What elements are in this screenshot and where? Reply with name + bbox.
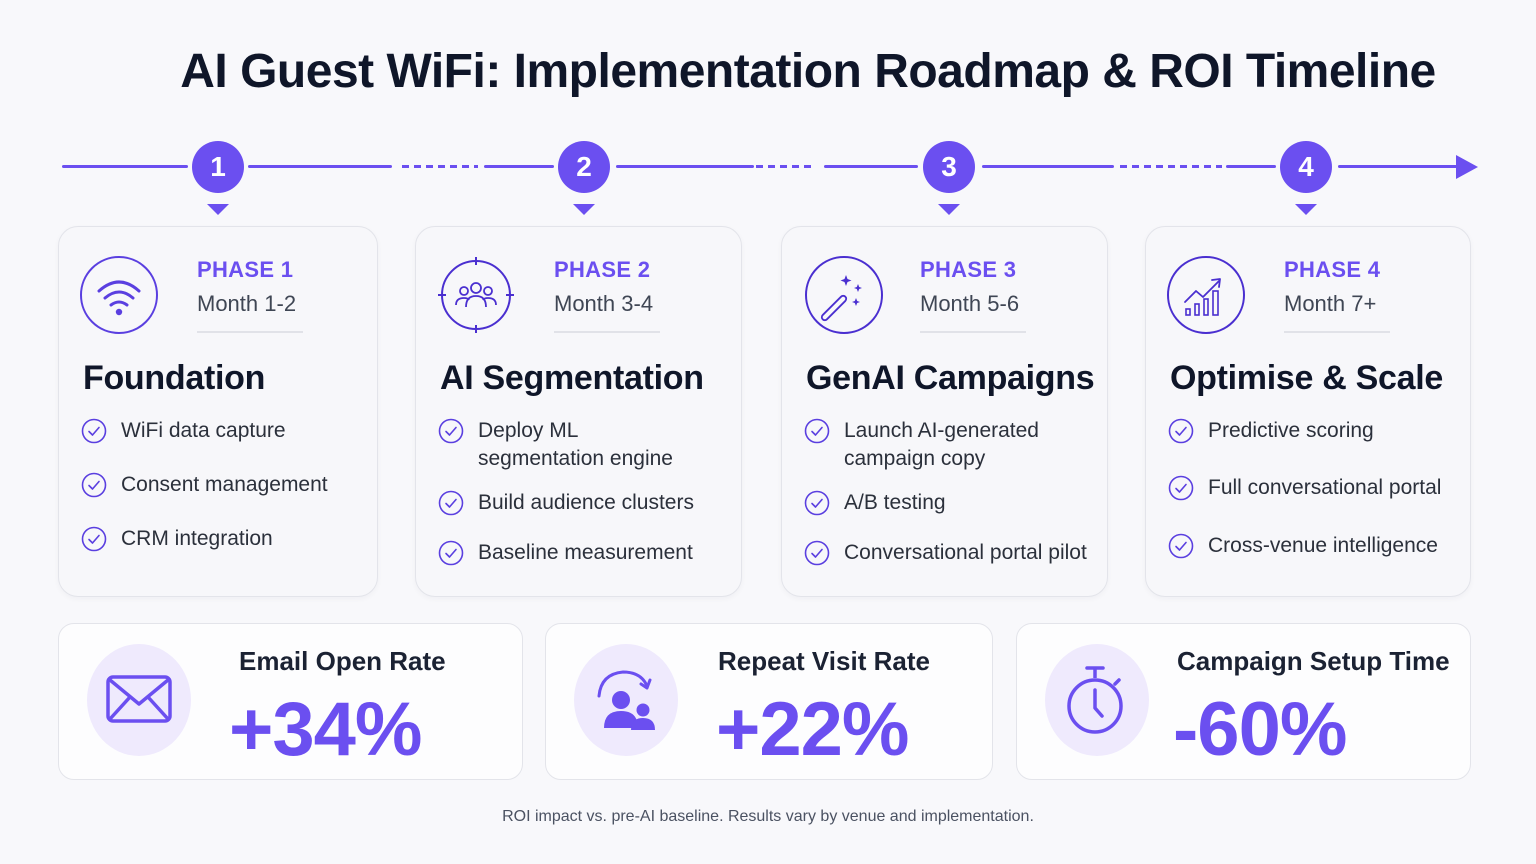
phase-card-3: PHASE 3 Month 5-6 GenAI Campaigns Launch… bbox=[781, 226, 1108, 597]
check-circle-icon bbox=[1168, 475, 1194, 501]
item-text: Build audience clusters bbox=[478, 491, 694, 514]
timeline-dashed-line bbox=[402, 165, 478, 168]
metric-card-email-open-rate: Email Open Rate +34% bbox=[58, 623, 523, 780]
list-item: WiFi data capture bbox=[81, 417, 357, 445]
metric-icon-bubble bbox=[87, 644, 191, 756]
metric-value: +22% bbox=[716, 687, 909, 772]
audience-target-icon bbox=[438, 257, 514, 333]
list-item: Predictive scoring bbox=[1168, 417, 1450, 445]
pointer-down-icon bbox=[1295, 204, 1317, 215]
timeline-line bbox=[248, 165, 392, 168]
stopwatch-icon bbox=[1067, 666, 1123, 734]
check-circle-icon bbox=[438, 540, 464, 566]
metric-label: Campaign Setup Time bbox=[1177, 646, 1450, 676]
phase-card-2: PHASE 2 Month 3-4 AI Segmentation Deploy… bbox=[415, 226, 742, 597]
metric-value: -60% bbox=[1173, 687, 1347, 772]
phase-title: GenAI Campaigns bbox=[806, 359, 1095, 397]
timeline-line bbox=[982, 165, 1114, 168]
check-circle-icon bbox=[804, 418, 830, 444]
check-circle-icon bbox=[81, 526, 107, 552]
timeline-line bbox=[824, 165, 918, 168]
check-circle-icon bbox=[804, 540, 830, 566]
list-item: Build audience clusters bbox=[438, 489, 721, 517]
phase-title: AI Segmentation bbox=[440, 359, 704, 397]
phase-label: PHASE 3 bbox=[920, 257, 1017, 282]
check-circle-icon bbox=[1168, 533, 1194, 559]
list-item: Deploy ML segmentation engine bbox=[438, 417, 721, 473]
check-circle-icon bbox=[1168, 418, 1194, 444]
timeline-line bbox=[616, 165, 754, 168]
timeline-line bbox=[484, 165, 554, 168]
check-circle-icon bbox=[81, 418, 107, 444]
divider bbox=[1284, 331, 1390, 333]
list-item: CRM integration bbox=[81, 525, 357, 553]
item-text: Consent management bbox=[121, 473, 328, 496]
divider bbox=[554, 331, 660, 333]
metric-icon-bubble bbox=[574, 644, 678, 756]
divider bbox=[920, 331, 1026, 333]
phase-label: PHASE 4 bbox=[1284, 257, 1381, 282]
growth-chart-icon bbox=[1167, 256, 1245, 334]
item-text: WiFi data capture bbox=[121, 419, 286, 442]
pointer-down-icon bbox=[938, 204, 960, 215]
phase-title: Optimise & Scale bbox=[1170, 359, 1443, 397]
footnote: ROI impact vs. pre-AI baseline. Results … bbox=[502, 808, 1034, 825]
timeline-node-1: 1 bbox=[192, 141, 244, 193]
timeline-dashed-line bbox=[1120, 165, 1222, 168]
list-item: Full conversational portal bbox=[1168, 474, 1450, 502]
list-item: A/B testing bbox=[804, 489, 1087, 517]
item-text: Predictive scoring bbox=[1208, 419, 1374, 442]
list-item: Launch AI-generated campaign copy bbox=[804, 417, 1087, 473]
phase-months: Month 7+ bbox=[1284, 291, 1377, 316]
item-text: Baseline measurement bbox=[478, 541, 693, 564]
list-item: Conversational portal pilot bbox=[804, 539, 1087, 567]
list-item: Baseline measurement bbox=[438, 539, 721, 567]
phase-label: PHASE 2 bbox=[554, 257, 651, 282]
item-text: Deploy ML segmentation engine bbox=[478, 419, 673, 470]
item-text: CRM integration bbox=[121, 527, 273, 550]
timeline-node-4: 4 bbox=[1280, 141, 1332, 193]
item-text: Conversational portal pilot bbox=[844, 541, 1087, 564]
envelope-icon bbox=[106, 675, 172, 723]
metric-label: Repeat Visit Rate bbox=[718, 646, 930, 676]
phase-months: Month 5-6 bbox=[920, 291, 1020, 316]
timeline-line bbox=[62, 165, 188, 168]
check-circle-icon bbox=[438, 418, 464, 444]
magic-wand-icon bbox=[805, 256, 883, 334]
phase-card-4: PHASE 4 Month 7+ Optimise & Scale Predic… bbox=[1145, 226, 1471, 597]
list-item: Consent management bbox=[81, 471, 357, 499]
item-text: Full conversational portal bbox=[1208, 476, 1442, 499]
page-title: AI Guest WiFi: Implementation Roadmap & … bbox=[180, 45, 1436, 98]
metric-value: +34% bbox=[229, 687, 422, 772]
timeline-node-3: 3 bbox=[923, 141, 975, 193]
item-text: Cross-venue intelligence bbox=[1208, 534, 1438, 557]
metric-card-campaign-setup-time: Campaign Setup Time -60% bbox=[1016, 623, 1471, 780]
timeline: 1 2 3 4 bbox=[0, 130, 1536, 220]
phase-label: PHASE 1 bbox=[197, 257, 294, 282]
phase-card-1: PHASE 1 Month 1-2 Foundation WiFi data c… bbox=[58, 226, 378, 597]
item-text: A/B testing bbox=[844, 491, 946, 514]
phase-title: Foundation bbox=[83, 359, 266, 397]
metric-icon-bubble bbox=[1045, 644, 1149, 756]
check-circle-icon bbox=[804, 490, 830, 516]
timeline-dashed-line bbox=[756, 165, 816, 168]
divider bbox=[197, 331, 303, 333]
phase-months: Month 3-4 bbox=[554, 291, 654, 316]
phase-months: Month 1-2 bbox=[197, 291, 297, 316]
wifi-icon bbox=[80, 256, 158, 334]
timeline-line bbox=[1226, 165, 1276, 168]
arrow-right-icon bbox=[1456, 155, 1478, 179]
check-circle-icon bbox=[81, 472, 107, 498]
pointer-down-icon bbox=[573, 204, 595, 215]
pointer-down-icon bbox=[207, 204, 229, 215]
check-circle-icon bbox=[438, 490, 464, 516]
metric-card-repeat-visit-rate: Repeat Visit Rate +22% bbox=[545, 623, 993, 780]
metric-label: Email Open Rate bbox=[239, 646, 446, 676]
timeline-node-2: 2 bbox=[558, 141, 610, 193]
repeat-visitor-icon bbox=[597, 670, 655, 730]
timeline-line bbox=[1338, 165, 1460, 168]
list-item: Cross-venue intelligence bbox=[1168, 532, 1450, 560]
item-text: Launch AI-generated campaign copy bbox=[844, 419, 1039, 470]
